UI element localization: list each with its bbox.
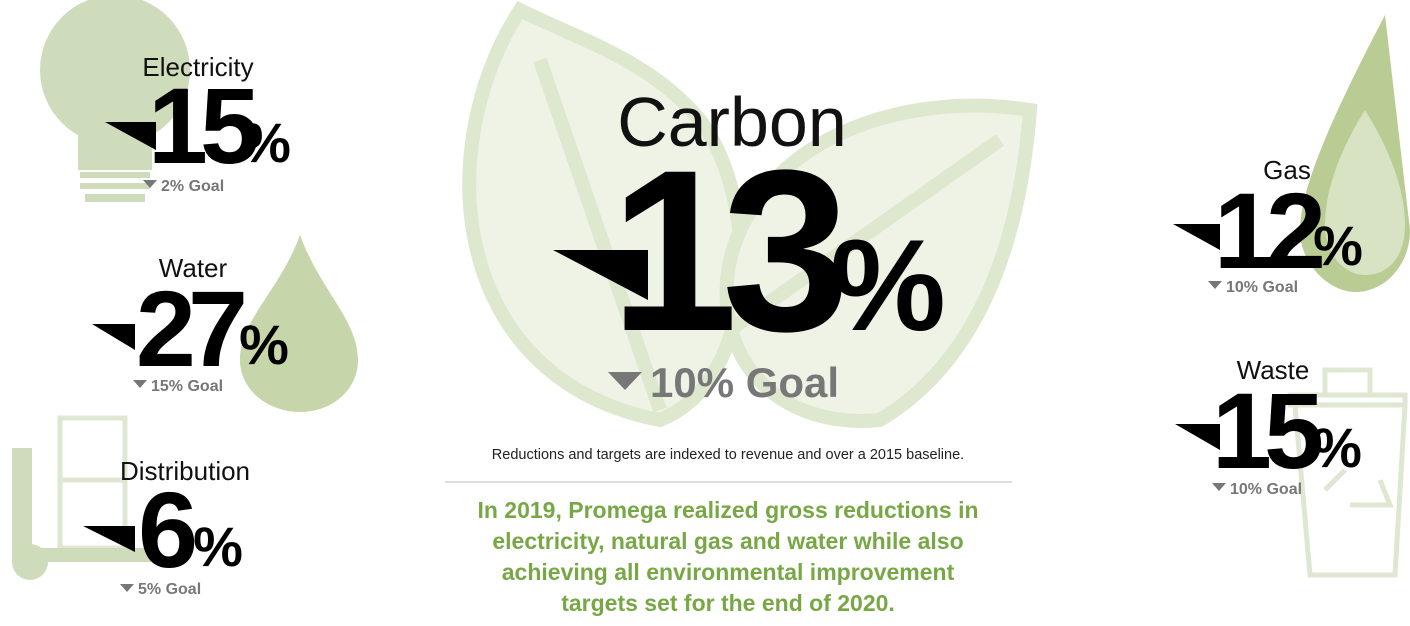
summary-line: achieving all environmental improvement: [502, 559, 955, 585]
metric-goal: 10% Goal: [1226, 279, 1298, 296]
carbon-label: Carbon: [617, 83, 847, 161]
metric-goal: 10% Goal: [1230, 481, 1302, 498]
metric-unit: %: [193, 515, 243, 578]
carbon-unit: %: [830, 212, 946, 358]
metric-label: Gas: [1263, 155, 1311, 185]
metric-goal: 5% Goal: [138, 581, 201, 598]
goal-arrow: [1212, 483, 1226, 491]
carbon-value: 13: [610, 122, 842, 379]
metric-goal: 2% Goal: [161, 178, 224, 195]
down-arrow: [105, 122, 156, 150]
down-arrow: [83, 526, 135, 552]
goal-arrow: [133, 380, 147, 388]
metric-label: Distribution: [120, 456, 250, 486]
down-arrow: [92, 324, 135, 350]
leaves-icon: [462, 0, 1038, 428]
metric-label: Water: [159, 253, 228, 283]
metric-unit: %: [1313, 214, 1363, 277]
summary-line: electricity, natural gas and water while…: [492, 528, 963, 554]
metric-value: 15: [1212, 370, 1322, 491]
footnote: Reductions and targets are indexed to re…: [492, 447, 964, 463]
metric-value: 27: [136, 268, 244, 389]
down-arrow: [1173, 224, 1220, 250]
summary-line: In 2019, Promega realized gross reductio…: [477, 497, 978, 523]
summary-line: targets set for the end of 2020.: [561, 590, 895, 616]
metric-unit: %: [241, 111, 291, 174]
down-arrow: [1175, 424, 1220, 450]
metric-unit: %: [1312, 416, 1362, 479]
down-arrow: [553, 250, 648, 300]
bin-icon: [1287, 367, 1408, 578]
metric-label: Electricity: [142, 52, 253, 82]
drop-icon: [240, 235, 358, 412]
goal-arrow: [1208, 281, 1222, 289]
goal-arrow: [608, 372, 642, 390]
flame-icon: [1300, 15, 1410, 292]
metric-unit: %: [239, 313, 289, 376]
goal-arrow: [120, 584, 134, 592]
carbon-goal: 10% Goal: [650, 359, 839, 406]
metric-value: 15: [148, 65, 258, 186]
metric-value: 6: [138, 469, 198, 590]
metric-label: Waste: [1237, 355, 1310, 385]
metric-goal: 15% Goal: [151, 378, 223, 395]
metric-value: 12: [1214, 170, 1322, 291]
goal-arrow: [143, 180, 157, 188]
cart-icon: [12, 415, 152, 580]
